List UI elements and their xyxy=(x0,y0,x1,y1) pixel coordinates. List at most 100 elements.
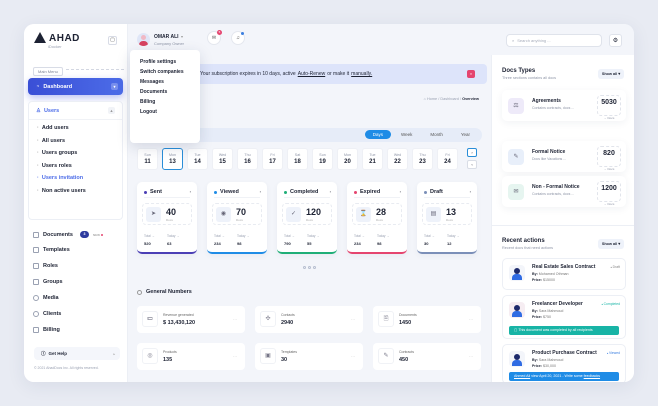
prev-days-button[interactable]: ‹ xyxy=(467,160,477,169)
menu-item-messages[interactable]: Messages xyxy=(140,79,164,85)
feedbacks-link[interactable]: feedbacks xyxy=(583,374,601,378)
more-icon[interactable]: ··· xyxy=(351,317,355,322)
submenu-users-roles[interactable]: Users roles xyxy=(29,160,122,173)
more-icon[interactable]: ··· xyxy=(469,317,473,322)
day-item[interactable]: Fri 17 xyxy=(262,148,283,170)
chevron-right-icon[interactable]: › xyxy=(189,189,191,194)
sidebar-item-templates[interactable]: Templates xyxy=(33,247,70,253)
logo[interactable]: AHAD xyxy=(34,32,80,44)
recent-action-item[interactable]: Freelancer Developer By: Sara Mahmoud Pr… xyxy=(502,295,626,339)
settings-button[interactable]: ⚙ xyxy=(609,34,622,47)
viewer-link[interactable]: Ahmed Ali xyxy=(514,374,531,378)
collapse-sidebar-button[interactable]: ▢ xyxy=(108,36,117,45)
menu-label: Main Menu xyxy=(33,67,63,76)
docs-show-all-button[interactable]: Show all ▾ xyxy=(598,69,624,79)
stat-revenue[interactable]: 💵︎ Revenue generated $ 13,430,120 ··· xyxy=(137,306,245,333)
sidebar-item-users[interactable]: ♙ Users ▴ xyxy=(29,102,122,120)
menu-item-switch-companies[interactable]: Switch companies xyxy=(140,69,184,75)
stat-templates[interactable]: ▣ Templates 30 ··· xyxy=(255,343,363,370)
sidebar-item-groups[interactable]: Groups xyxy=(33,279,63,285)
total-label: Total → xyxy=(424,234,435,238)
search-input[interactable]: ⌕ Search anything ... xyxy=(506,34,602,47)
submenu-add-users[interactable]: Add users xyxy=(29,122,122,135)
submenu-users-groups[interactable]: Users groups xyxy=(29,147,122,160)
doc-type-formal-notice[interactable]: ✎ Formal Notice Docs like Vacations ... … xyxy=(502,141,626,172)
more-icon[interactable]: ··· xyxy=(351,354,355,359)
menu-item-profile-settings[interactable]: Profile settings xyxy=(140,59,177,65)
chevron-right-icon[interactable]: › xyxy=(469,189,471,194)
pager-dot[interactable] xyxy=(313,266,316,269)
status-card-completed[interactable]: Completed › ✓ 120 Docs Total → Today → 7… xyxy=(277,182,337,254)
menu-item-billing[interactable]: Billing xyxy=(140,99,156,105)
more-icon[interactable]: ··· xyxy=(233,354,237,359)
sidebar-item-roles[interactable]: Roles xyxy=(33,263,58,269)
chevron-down-icon[interactable]: ▾ xyxy=(181,34,184,39)
day-item[interactable]: Tue 14 xyxy=(187,148,208,170)
stat-products[interactable]: ◎ Products 135 ··· xyxy=(137,343,245,370)
card-value: 70 xyxy=(236,207,247,217)
day-item[interactable]: Sat 18 xyxy=(287,148,308,170)
submenu-non-active-users[interactable]: Non active users xyxy=(29,185,122,198)
day-item[interactable]: Mon 20 xyxy=(337,148,358,170)
status-card-viewed[interactable]: Viewed › ◉ 70 Docs Total → Today → 234 9… xyxy=(207,182,267,254)
submenu-all-users[interactable]: All users xyxy=(29,135,122,148)
sidebar-item-dashboard[interactable]: ◔ Dashboard ▾ xyxy=(28,78,123,95)
status-card-draft[interactable]: Draft › ▤ 13 Docs Total → Today → 30 12 xyxy=(417,182,477,254)
pager-dot[interactable] xyxy=(308,266,311,269)
user-name[interactable]: OMAR ALI xyxy=(154,34,179,40)
status-card-sent[interactable]: Sent › ➤ 40 Docs Total → Today → 520 63 xyxy=(137,182,197,254)
day-item[interactable]: Thu 16 xyxy=(237,148,258,170)
doc-type-agreements[interactable]: ⚖ Agreements Contains contracts, docs ..… xyxy=(502,90,626,121)
tab-week[interactable]: Week xyxy=(400,132,413,137)
day-item[interactable]: Thu 23 xyxy=(412,148,433,170)
day-item[interactable]: Mon 13 xyxy=(162,148,183,170)
chevron-right-icon[interactable]: › xyxy=(399,189,401,194)
stat-contracts[interactable]: ✎ Contracts 450 ··· xyxy=(373,343,481,370)
sidebar-item-media[interactable]: Media xyxy=(33,295,59,301)
breadcrumb-dashboard[interactable]: Dashboard xyxy=(440,97,459,101)
template-icon xyxy=(33,247,39,253)
tab-year[interactable]: Year xyxy=(460,132,470,137)
sidebar-item-billing[interactable]: Billing xyxy=(33,327,60,333)
price-label: Price: xyxy=(532,315,542,319)
submenu-users-invitation[interactable]: Users invitation xyxy=(29,172,122,185)
tab-days[interactable]: Days xyxy=(364,130,391,139)
pager-dot[interactable] xyxy=(303,266,306,269)
next-days-button[interactable]: › xyxy=(467,148,477,157)
recent-show-all-button[interactable]: Show all ▾ xyxy=(598,239,624,249)
menu-item-logout[interactable]: Logout xyxy=(140,109,157,115)
sidebar-item-label: Media xyxy=(43,295,59,301)
get-help-button[interactable]: ⓘ Get Help ▸ xyxy=(34,347,120,360)
tab-month[interactable]: Month xyxy=(430,132,443,137)
more-icon[interactable]: ··· xyxy=(469,354,473,359)
menu-item-documents[interactable]: Documents xyxy=(140,89,168,95)
messages-button[interactable]: ✉ 5 xyxy=(207,30,222,45)
status-card-expired[interactable]: Expired › ⌛ 28 Docs Total → Today → 234 … xyxy=(347,182,407,254)
chevron-right-icon[interactable]: › xyxy=(329,189,331,194)
recent-action-item[interactable]: Real Estate Sales Contract By: Mohamed O… xyxy=(502,258,626,290)
day-item[interactable]: Tue 21 xyxy=(362,148,383,170)
recent-action-item[interactable]: Product Purchase Contract By: Sara Mahmo… xyxy=(502,344,626,382)
day-item[interactable]: Fri 24 xyxy=(437,148,458,170)
day-item[interactable]: Sun 19 xyxy=(312,148,333,170)
day-item[interactable]: Wed 15 xyxy=(212,148,233,170)
card-header: Draft xyxy=(424,189,443,195)
document-icon: ▢ xyxy=(514,328,519,332)
avatar[interactable] xyxy=(137,33,150,46)
day-item[interactable]: Sun 11 xyxy=(137,148,158,170)
stat-contacts[interactable]: ✣ Contacts 2940 ··· xyxy=(255,306,363,333)
chevron-right-icon[interactable]: › xyxy=(259,189,261,194)
sidebar-item-clients[interactable]: Clients xyxy=(33,311,61,317)
card-header: Expired xyxy=(354,189,380,195)
auto-renew-link[interactable]: Auto-Renew xyxy=(297,71,326,77)
day-number: 23 xyxy=(419,159,426,165)
sidebar-item-documents[interactable]: Documents 3 NEW xyxy=(33,231,103,238)
notifications-button[interactable]: ♫ xyxy=(231,31,245,45)
breadcrumb-home[interactable]: ⌂ Home xyxy=(423,97,438,101)
close-alert-button[interactable]: × xyxy=(467,70,475,78)
manually-link[interactable]: manually. xyxy=(351,71,373,77)
stat-documents[interactable]: 🗎 Documents 1450 ··· xyxy=(373,306,481,333)
doc-type-non-formal-notice[interactable]: ✉ Non - Formal Notice Contains contracts… xyxy=(502,176,626,207)
day-item[interactable]: Wed 22 xyxy=(387,148,408,170)
more-icon[interactable]: ··· xyxy=(233,317,237,322)
